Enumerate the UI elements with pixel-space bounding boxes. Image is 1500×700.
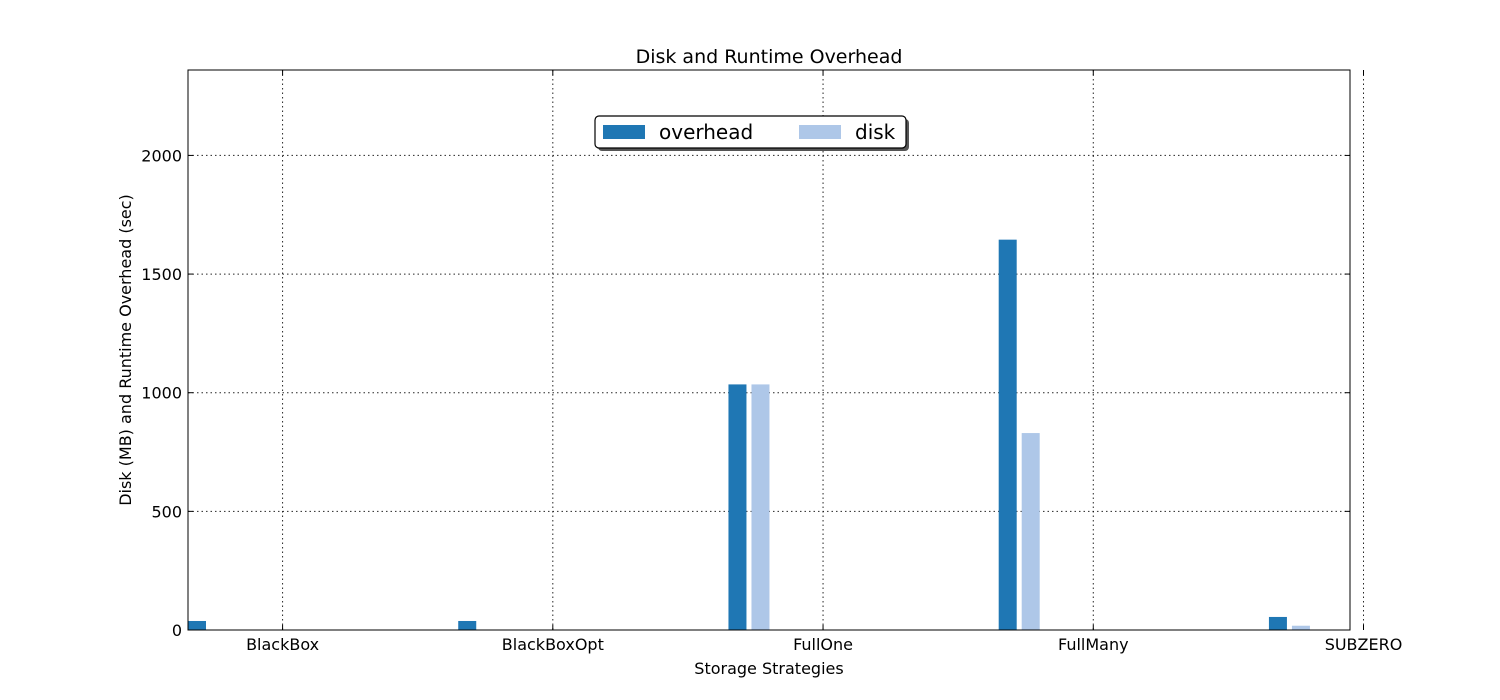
y-tick-label: 2000 [141, 146, 182, 165]
chart-title: Disk and Runtime Overhead [636, 46, 903, 68]
x-tick-label: BlackBoxOpt [502, 635, 604, 654]
x-axis-label: Storage Strategies [694, 659, 843, 678]
y-axis: 0 500 1000 1500 2000 [141, 146, 1350, 640]
y-tick-label: 500 [151, 502, 182, 521]
bars [188, 239, 1310, 630]
y-axis-label: Disk (MB) and Runtime Overhead (sec) [116, 194, 135, 506]
x-tick-label: SUBZERO [1325, 635, 1403, 654]
x-tick-label: FullMany [1058, 635, 1129, 654]
bar-overhead-FullMany [998, 239, 1017, 630]
x-tick-label: BlackBox [246, 635, 319, 654]
bar-overhead-BlackBox [188, 620, 206, 630]
grid [188, 70, 1365, 630]
legend-label-overhead: overhead [659, 120, 753, 144]
bar-disk-FullMany [1021, 433, 1040, 630]
legend-swatch-disk [799, 125, 841, 139]
bar-overhead-BlackBoxOpt [458, 620, 477, 630]
x-tick-label: FullOne [793, 635, 853, 654]
bar-disk-FullOne [751, 384, 770, 630]
legend: overhead disk [594, 115, 909, 151]
y-tick-label: 1500 [141, 265, 182, 284]
bar-disk-SUBZERO [1291, 625, 1310, 630]
plot-frame [187, 69, 1351, 631]
y-tick-label: 1000 [141, 384, 182, 403]
legend-swatch-overhead [603, 125, 645, 139]
bar-overhead-FullOne [728, 384, 747, 630]
bar-overhead-SUBZERO [1268, 616, 1287, 630]
legend-box [594, 115, 907, 149]
legend-label-disk: disk [855, 120, 896, 144]
x-axis: BlackBox BlackBoxOpt FullOne FullMany SUBZER… [246, 70, 1402, 654]
y-tick-label: 0 [172, 621, 182, 640]
